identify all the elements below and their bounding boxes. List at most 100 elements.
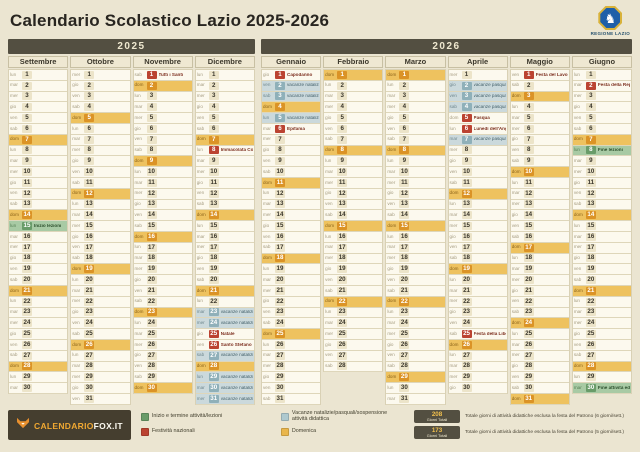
day-aprile-14: mar 14 [448,210,507,222]
day-number: 7 [337,135,348,144]
day-number: 1 [146,70,157,79]
weekday-label: ven [511,222,520,228]
day-maggio-15: ven 15 [510,221,569,232]
day-febbraio-26: gio 26 [324,339,383,351]
day-number: 18 [208,254,219,263]
day-event-label: vacanze pasquali [473,104,506,109]
day-number: 16 [84,232,95,241]
weekday-label: gio [387,114,394,120]
day-dicembre-18: gio 18 [195,253,254,265]
weekday-label: gio [134,352,141,358]
weekday-label: gio [573,103,580,109]
weekday-label: gio [10,255,17,261]
weekday-label: ven [573,190,582,196]
day-aprile-13: lun 13 [448,199,507,211]
weekday-label: lun [387,233,394,239]
day-febbraio-23: lun 23 [324,307,383,319]
day-number: 13 [337,200,348,209]
day-number: 11 [585,178,596,187]
weekday-label: lun [134,319,141,325]
legend-text-inizio-termine: Inizio e termine attività/lezioni [151,413,223,420]
day-number: 24 [146,319,157,328]
day-febbraio-27: ven 27 [324,350,383,362]
day-number: 9 [523,157,534,166]
weekday-label: dom [325,298,335,304]
day-giugno-1: lun 1 [572,70,632,81]
day-settembre-2: mar 2 [9,80,68,92]
day-number: 6 [399,124,410,133]
day-number: 28 [523,362,534,371]
year-2026-header: 2026 [261,39,632,54]
day-number: 3 [585,92,596,101]
day-gennaio-5: lun 5 vacanze natalizie [262,113,321,124]
day-number: 10 [399,167,410,177]
calendariofox-logo-link[interactable]: CALENDARIOFOX.IT [8,409,131,440]
day-giugno-18: gio 18 [572,253,632,265]
day-giugno-3: mer 3 [572,91,632,103]
total-value: 173 [431,426,443,434]
day-number: 18 [337,254,348,263]
day-dicembre-7: dom 7 [195,134,254,146]
day-rows-marzo: dom 1 lun 2 mar 3 mer 4 gio 5 ven 6 sab 7 dom 8 lun 9 mar 1… [385,69,446,405]
day-number: 17 [461,243,472,252]
day-settembre-14: dom 14 [9,210,68,222]
day-event-label: vacanze natalizie [220,385,253,390]
day-marzo-30: lun 30 [386,383,445,394]
month-header-febbraio: Febbraio [323,56,384,68]
day-gennaio-7: mer 7 [262,134,321,146]
day-febbraio-8: dom 8 [324,145,383,157]
weekday-label: sab [387,363,395,369]
day-gennaio-14: mer 14 [262,210,321,222]
weekday-label: sab [134,147,142,153]
weekday-label: dom [134,82,144,88]
day-number: 4 [208,103,219,112]
day-number: 11 [523,178,534,187]
day-maggio-29: ven 29 [510,372,569,384]
weekday-label: dom [387,298,397,304]
day-number: 18 [461,254,472,263]
day-gennaio-23: ven 23 [262,307,321,319]
day-novembre-20: gio 20 [133,275,192,286]
day-marzo-20: ven 20 [386,275,445,286]
weekday-label: mar [573,309,582,315]
day-number: 15 [208,221,219,231]
day-number: 4 [22,103,32,112]
weekday-label: ven [196,265,205,271]
day-settembre-9: mar 9 [9,156,68,168]
day-giugno-26: ven 26 [572,339,632,351]
day-novembre-6: gio 6 [133,123,192,135]
day-giugno-24: mer 24 [572,318,632,330]
weekday-label: lun [72,276,79,282]
day-giugno-9: mar 9 [572,156,632,168]
day-number: 16 [337,232,348,241]
day-number: 20 [337,275,348,285]
day-novembre-1: sab 1 Tutti i Santi [133,70,192,81]
day-number: 16 [399,232,410,241]
weekday-label: mar [325,244,334,250]
day-ottobre-21: mar 21 [71,285,130,297]
weekday-label: lun [449,276,456,282]
day-number: 6 [275,124,285,133]
day-number: 17 [337,243,348,252]
total-badge-2: 173 Giorni Totali [414,426,460,440]
day-marzo-5: gio 5 [386,113,445,124]
day-number: 13 [523,200,534,209]
day-number: 10 [22,167,32,177]
weekday-label: mer [196,168,205,174]
weekday-label: ven [511,373,520,379]
day-number: 29 [585,373,596,382]
day-novembre-26: mer 26 [133,339,192,351]
day-dicembre-31: mer 31 vacanze natalizie [195,393,254,405]
day-number: 26 [523,340,534,349]
day-gennaio-18: dom 18 [262,253,321,265]
day-marzo-24: mar 24 [386,318,445,330]
weekday-label: dom [134,309,144,315]
day-number: 1 [275,70,285,79]
day-gennaio-16: ven 16 [262,231,321,243]
day-number: 29 [208,373,219,382]
weekday-label: ven [325,276,333,282]
day-settembre-22: lun 22 [9,296,68,308]
day-marzo-12: gio 12 [386,188,445,200]
day-settembre-7: dom 7 [9,134,68,146]
weekday-label: mer [72,298,81,304]
